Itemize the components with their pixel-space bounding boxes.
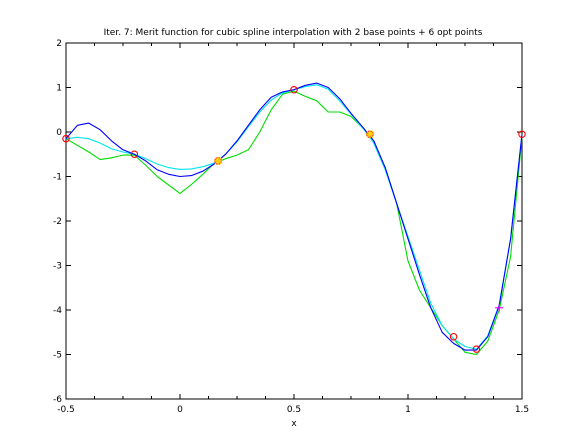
x-tick-label: 1 (405, 405, 411, 415)
yellow-star-stroke (366, 130, 374, 138)
x-tick-label: 1.5 (515, 405, 529, 415)
marker-layer (62, 85, 526, 353)
x-tick-label: 0 (177, 405, 183, 415)
red-circle-marker (62, 134, 70, 143)
y-tick-label: 2 (56, 39, 62, 49)
y-tick-label: -3 (53, 262, 62, 272)
y-tick-label: -5 (53, 351, 62, 361)
x-tick-label: -0.5 (57, 405, 75, 415)
plot-area (65, 42, 523, 400)
y-tick-label: -2 (53, 217, 62, 227)
y-tick-label: -4 (53, 306, 62, 316)
axis-ticks: -0.5 0 0.5 1 1.5 -6 -5 -4 -3 -2 -1 0 1 2 (53, 39, 529, 415)
magenta-plus-marker (495, 303, 504, 312)
y-tick-label: -6 (53, 395, 62, 405)
y-tick-label: -1 (53, 173, 62, 183)
yellow-star-stroke (214, 157, 222, 165)
series-line-blue (65, 82, 523, 351)
series-layer (65, 82, 523, 356)
red-circle-marker (449, 332, 458, 341)
x-axis-label: x (291, 419, 297, 429)
red-circle-marker (130, 150, 139, 159)
red-circle-marker (472, 345, 481, 353)
yellow-star-marker (365, 130, 374, 139)
red-circle-marker (290, 85, 298, 94)
red-circle-marker (518, 130, 526, 138)
yellow-star-marker (214, 156, 223, 165)
chart-title: Iter. 7: Merit function for cubic spline… (104, 28, 483, 38)
y-tick-label: 1 (56, 84, 62, 94)
y-tick-label: 0 (56, 128, 62, 138)
x-tick-label: 0.5 (287, 405, 301, 415)
